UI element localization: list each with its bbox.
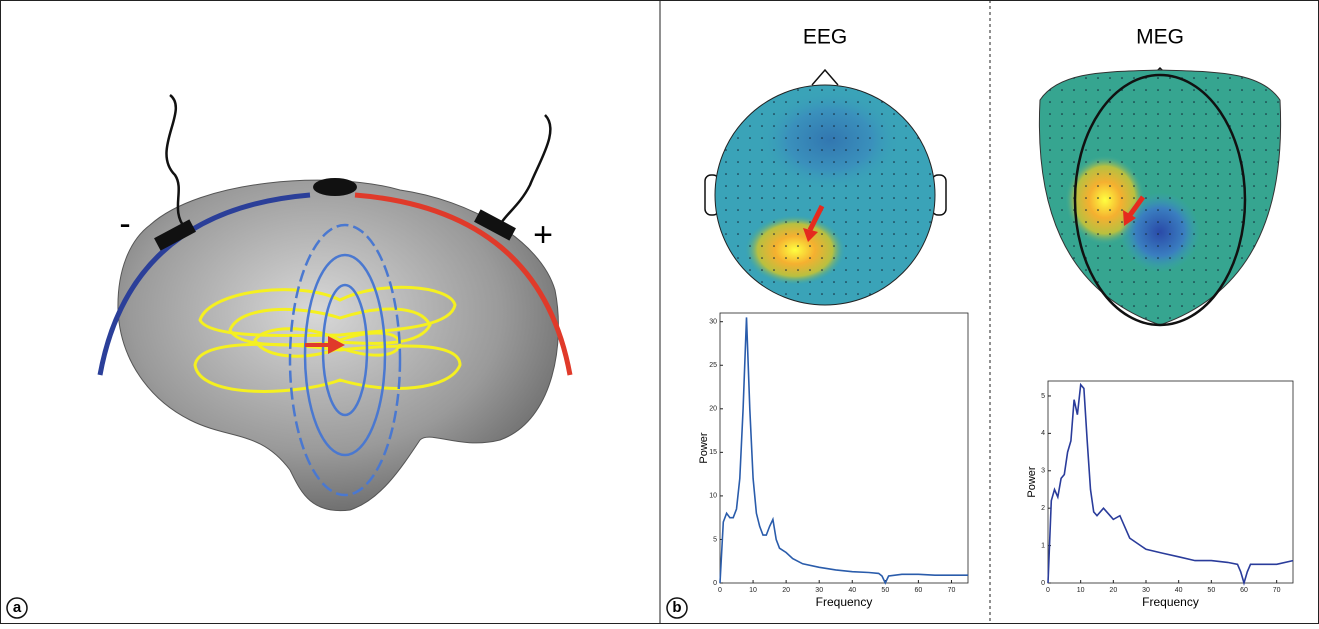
x-axis-label: Frequency <box>1142 595 1199 609</box>
plus-sign: + <box>533 216 553 254</box>
minus-sign: - <box>119 205 130 243</box>
spectrum-line <box>720 317 968 583</box>
figure: - + a EEG MEG b 051015202530010203040506… <box>0 0 1319 624</box>
x-tick-label: 70 <box>1273 587 1281 594</box>
panel-label: a <box>13 599 22 616</box>
y-tick-label: 4 <box>1041 430 1045 437</box>
x-tick-label: 30 <box>1142 587 1150 594</box>
x-tick-label: 50 <box>1207 587 1215 594</box>
y-tick-label: 15 <box>709 449 717 456</box>
x-tick-label: 10 <box>1077 587 1085 594</box>
panel-title: EEG <box>803 26 847 49</box>
y-tick-label: 0 <box>1041 580 1045 587</box>
spectrum-line <box>1048 385 1293 583</box>
y-tick-label: 5 <box>1041 393 1045 400</box>
y-tick-label: 25 <box>709 362 717 369</box>
eeg-topomap <box>705 70 946 305</box>
x-tick-label: 0 <box>1046 587 1050 594</box>
y-tick-label: 30 <box>709 319 717 326</box>
y-axis-label: Power <box>1026 466 1038 498</box>
x-tick-label: 0 <box>718 587 722 594</box>
y-tick-label: 3 <box>1041 468 1045 475</box>
y-tick-label: 1 <box>1041 542 1045 549</box>
y-tick-label: 2 <box>1041 505 1045 512</box>
x-tick-label: 30 <box>815 587 823 594</box>
y-tick-label: 10 <box>709 493 717 500</box>
plot-frame <box>720 313 968 583</box>
x-tick-label: 10 <box>749 587 757 594</box>
x-tick-label: 50 <box>881 587 889 594</box>
x-tick-label: 20 <box>782 587 790 594</box>
x-tick-label: 20 <box>1109 587 1117 594</box>
x-tick-label: 70 <box>948 587 956 594</box>
y-axis-label: Power <box>698 432 710 464</box>
y-tick-label: 5 <box>713 536 717 543</box>
panel-label: b <box>672 599 681 616</box>
x-tick-label: 60 <box>915 587 923 594</box>
x-tick-label: 40 <box>848 587 856 594</box>
panel-title: MEG <box>1136 26 1184 49</box>
x-tick-label: 40 <box>1175 587 1183 594</box>
brain-illustration <box>100 95 570 511</box>
x-tick-label: 60 <box>1240 587 1248 594</box>
x-axis-label: Frequency <box>816 595 873 609</box>
y-tick-label: 20 <box>709 406 717 413</box>
y-tick-label: 0 <box>713 580 717 587</box>
meg-topomap <box>1039 68 1280 325</box>
